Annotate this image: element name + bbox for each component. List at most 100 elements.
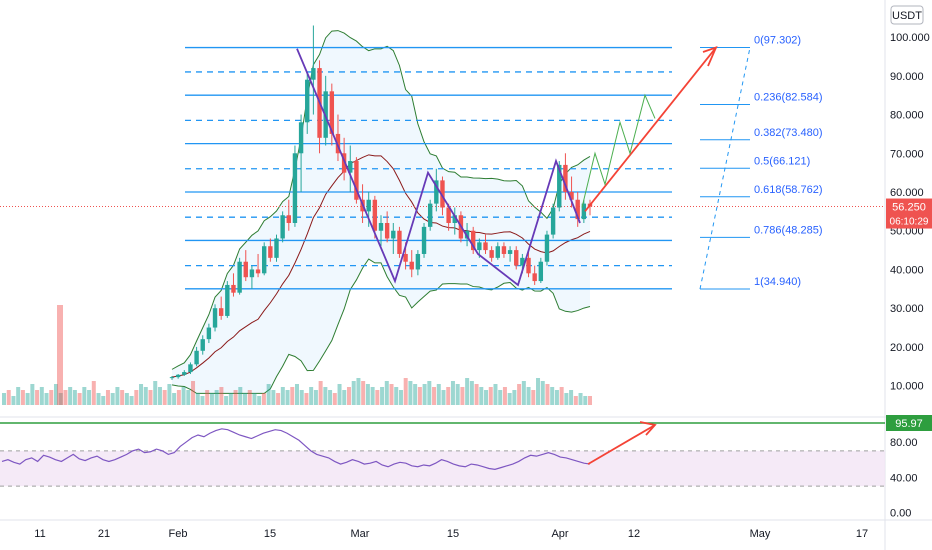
x-tick-label: 17 [856, 528, 868, 540]
x-tick-label: May [750, 528, 771, 540]
candle-body [446, 207, 451, 223]
volume-bar [238, 387, 243, 405]
candle [427, 199, 433, 231]
volume-bar [469, 381, 474, 405]
candle-body [378, 222, 384, 231]
volume-bar [110, 393, 115, 405]
volume-bar [129, 396, 134, 405]
volume-bar [68, 387, 73, 405]
candle [452, 207, 457, 235]
candle-body [292, 153, 298, 223]
volume-bar [540, 381, 545, 405]
fib-label: 0.5(66.121) [754, 155, 810, 167]
candle [514, 246, 519, 270]
volume-bar [375, 390, 380, 405]
volume-bar [290, 387, 295, 405]
volume-bar [44, 393, 49, 405]
last-price-box [886, 198, 932, 229]
volume-bar [295, 384, 299, 405]
volume-bar [332, 393, 337, 405]
volume-bar [427, 381, 432, 405]
volume-bar [257, 396, 262, 405]
volume-bar [512, 390, 517, 405]
candle [182, 370, 187, 376]
volume-bar [124, 393, 129, 405]
candle-body [575, 199, 580, 220]
candle-body [563, 164, 568, 193]
candle [489, 246, 494, 262]
candle-body [237, 261, 242, 293]
candle-body [526, 257, 531, 274]
candle-body [477, 242, 482, 251]
candle-body [581, 203, 587, 220]
candle [268, 238, 273, 262]
volume-bar [35, 390, 40, 405]
y-tick-label: 50.000 [890, 226, 924, 238]
x-tick-label: 15 [264, 528, 276, 540]
volume-bar [266, 384, 271, 405]
volume-bar [545, 384, 550, 405]
volume-bar [219, 387, 224, 405]
candle [421, 222, 427, 258]
volume-bar [120, 390, 125, 405]
candle-body [501, 246, 507, 254]
fib-label: 0.618(58.762) [754, 184, 823, 196]
drawings[interactable] [296, 46, 718, 287]
candle-body [225, 284, 230, 316]
candle-body [440, 180, 445, 208]
volume-bar [328, 390, 333, 405]
volume-bar [63, 390, 68, 405]
candle [415, 250, 421, 276]
volume-bar [488, 387, 493, 405]
candle [397, 226, 402, 258]
y-tick-label: 70.000 [890, 148, 924, 160]
volume-bar [526, 387, 531, 405]
volume-bar [583, 396, 588, 405]
candle [526, 250, 531, 278]
candle-body [218, 308, 224, 316]
volume-bar [87, 390, 92, 405]
candle [292, 145, 298, 227]
countdown-value: 06:10:29 [890, 217, 929, 228]
volume-bar [550, 387, 555, 405]
x-tick-label: 11 [34, 528, 45, 540]
volume-bar [162, 390, 167, 405]
volume-bar [588, 396, 592, 405]
candle-body [366, 199, 371, 212]
volume-bar [77, 393, 82, 405]
volume-bar [271, 390, 276, 405]
candle [243, 250, 248, 282]
volume-bars [2, 305, 592, 405]
volume-bar [243, 393, 248, 405]
volume-bar [521, 381, 526, 405]
volume-bar [536, 378, 541, 405]
candle-body [212, 308, 218, 328]
volume-bar [304, 393, 309, 405]
candle [384, 211, 390, 243]
volume-bar [101, 396, 106, 405]
candle [501, 242, 507, 258]
volume-bar [96, 393, 101, 405]
fib-label: 0.786(48.285) [754, 224, 823, 236]
last-price-badge: 56.250 06:10:29 [886, 198, 932, 229]
candle [563, 153, 568, 200]
volume-bar [365, 384, 370, 405]
volume-bar [446, 387, 451, 405]
volume-bar [484, 390, 489, 405]
candle-body [403, 253, 408, 262]
candle-body [421, 226, 427, 254]
projection-arrowhead [702, 46, 718, 67]
candle [575, 192, 580, 227]
candle [274, 234, 279, 262]
volume-bar [422, 384, 427, 405]
currency-badge: USDT [890, 5, 924, 25]
candle [354, 157, 359, 204]
candle [255, 253, 261, 278]
candle [231, 273, 236, 297]
candle-body [550, 207, 556, 235]
candle [532, 265, 537, 285]
volume-bar [569, 390, 574, 405]
candle [446, 203, 451, 231]
rsi-tick-label: 0.00 [890, 508, 911, 520]
